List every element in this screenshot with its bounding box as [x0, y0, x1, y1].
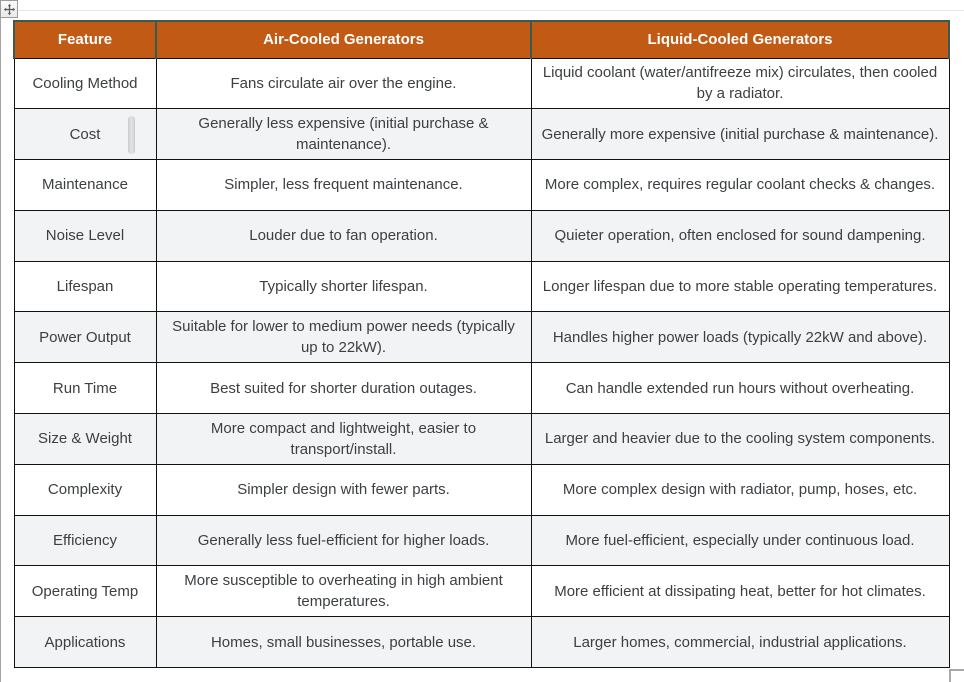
cell-feature[interactable]: Power Output — [13, 311, 157, 364]
comparison-table: Feature Air-Cooled Generators Liquid-Coo… — [13, 20, 950, 669]
cell-liquid[interactable]: Longer lifespan due to more stable opera… — [530, 260, 950, 313]
move-icon — [3, 3, 16, 16]
header-cell-air-cooled[interactable]: Air-Cooled Generators — [155, 20, 532, 59]
cell-feature[interactable]: Maintenance — [13, 159, 157, 211]
cell-feature[interactable]: Applications — [13, 616, 157, 669]
cell-air[interactable]: More compact and lightweight, easier to … — [155, 413, 532, 465]
cell-liquid[interactable]: More complex, requires regular coolant c… — [530, 159, 950, 211]
table-row: Maintenance Simpler, less frequent maint… — [13, 159, 950, 211]
header-cell-liquid-cooled[interactable]: Liquid-Cooled Generators — [530, 20, 950, 59]
cell-liquid[interactable]: Quieter operation, often enclosed for so… — [530, 209, 950, 262]
cell-liquid[interactable]: More efficient at dissipating heat, bett… — [530, 565, 950, 618]
cell-feature[interactable]: Operating Temp — [13, 565, 157, 618]
table-row: Efficiency Generally less fuel-efficient… — [13, 514, 950, 567]
cell-liquid[interactable]: Generally more expensive (initial purcha… — [530, 108, 950, 161]
cell-air[interactable]: Best suited for shorter duration outages… — [155, 362, 532, 415]
table-row: Cooling Method Fans circulate air over t… — [13, 57, 950, 110]
cell-liquid[interactable]: More fuel-efficient, especially under co… — [530, 514, 950, 567]
table-header-row: Feature Air-Cooled Generators Liquid-Coo… — [13, 20, 950, 59]
table-move-handle[interactable] — [0, 0, 18, 18]
table-row: Power Output Suitable for lower to mediu… — [13, 311, 950, 364]
cell-feature[interactable]: Noise Level — [13, 209, 157, 262]
header-cell-feature[interactable]: Feature — [13, 20, 157, 59]
page-left-edge — [0, 0, 1, 682]
cell-air[interactable]: Fans circulate air over the engine. — [155, 57, 532, 110]
cell-liquid[interactable]: Larger and heavier due to the cooling sy… — [530, 413, 950, 465]
table-row: Run Time Best suited for shorter duratio… — [13, 362, 950, 415]
cell-air[interactable]: Generally less fuel-efficient for higher… — [155, 514, 532, 567]
cell-air[interactable]: Simpler design with fewer parts. — [155, 463, 532, 516]
table-row: Applications Homes, small businesses, po… — [13, 616, 950, 669]
cell-feature[interactable]: Lifespan — [13, 260, 157, 313]
table-row: Lifespan Typically shorter lifespan. Lon… — [13, 260, 950, 313]
cell-liquid[interactable]: Handles higher power loads (typically 22… — [530, 311, 950, 364]
table-resize-corner[interactable] — [949, 669, 964, 682]
cell-air[interactable]: Typically shorter lifespan. — [155, 260, 532, 313]
cell-feature[interactable]: Run Time — [13, 362, 157, 415]
cell-air[interactable]: Homes, small businesses, portable use. — [155, 616, 532, 669]
cell-liquid[interactable]: More complex design with radiator, pump,… — [530, 463, 950, 516]
cell-liquid[interactable]: Liquid coolant (water/antifreeze mix) ci… — [530, 57, 950, 110]
cell-feature[interactable]: Complexity — [13, 463, 157, 516]
cell-air[interactable]: Simpler, less frequent maintenance. — [155, 159, 532, 211]
cell-air[interactable]: Generally less expensive (initial purcha… — [155, 108, 532, 161]
cell-air[interactable]: Suitable for lower to medium power needs… — [155, 311, 532, 364]
table-row: Size & Weight More compact and lightweig… — [13, 413, 950, 465]
cell-liquid[interactable]: Can handle extended run hours without ov… — [530, 362, 950, 415]
table-row: Cost Generally less expensive (initial p… — [13, 108, 950, 161]
table-row: Complexity Simpler design with fewer par… — [13, 463, 950, 516]
table-row: Noise Level Louder due to fan operation.… — [13, 209, 950, 262]
cell-feature[interactable]: Efficiency — [13, 514, 157, 567]
page-top-line — [19, 10, 964, 11]
cell-feature[interactable]: Cooling Method — [13, 57, 157, 110]
cell-air[interactable]: Louder due to fan operation. — [155, 209, 532, 262]
cell-air[interactable]: More susceptible to overheating in high … — [155, 565, 532, 618]
cell-feature[interactable]: Size & Weight — [13, 413, 157, 465]
table-row: Operating Temp More susceptible to overh… — [13, 565, 950, 618]
column-drag-indicator[interactable] — [128, 116, 135, 154]
cell-liquid[interactable]: Larger homes, commercial, industrial app… — [530, 616, 950, 669]
